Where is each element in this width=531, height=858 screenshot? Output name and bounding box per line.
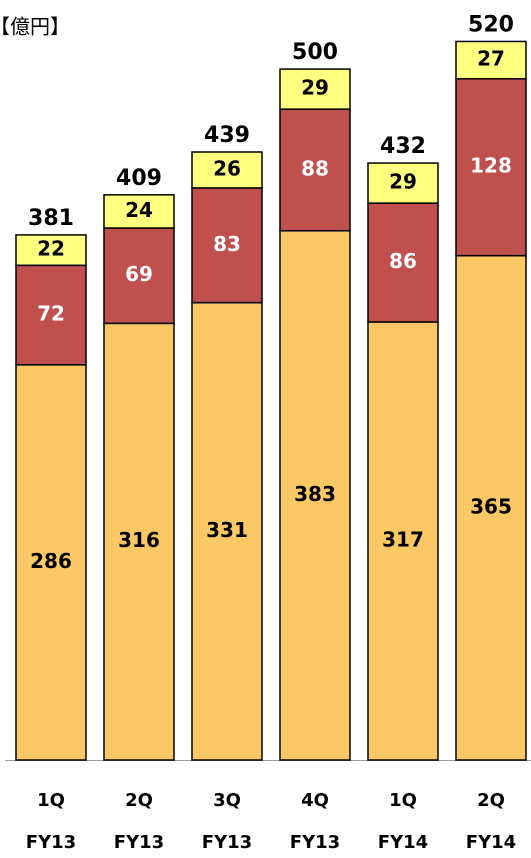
bar-segment [103, 322, 175, 761]
total-label: 500 [292, 40, 338, 65]
value-label: 24 [125, 198, 153, 222]
bar-segment [191, 151, 263, 189]
value-label: 22 [37, 237, 65, 261]
bar-segment [455, 40, 527, 80]
value-label: 26 [213, 156, 241, 180]
bar-segment [103, 194, 175, 229]
value-label: 27 [477, 47, 505, 71]
total-label: 409 [116, 166, 162, 191]
value-label: 88 [301, 156, 329, 180]
value-label: 128 [470, 154, 512, 178]
total-label: 432 [380, 134, 426, 159]
bar-segment [367, 202, 439, 323]
value-label: 316 [118, 528, 160, 552]
x-tick-label: 1Q [37, 790, 65, 811]
value-label: 286 [30, 549, 72, 573]
value-label: 331 [206, 518, 248, 542]
x-tick-label: 4Q [301, 790, 329, 811]
value-label: 365 [470, 494, 512, 518]
bar-segment [367, 162, 439, 204]
x-tick-label: 2Q [477, 790, 505, 811]
x-tick-label: 1Q [389, 790, 417, 811]
value-label: 69 [125, 262, 153, 286]
bar-segment [279, 230, 351, 761]
bar-segment [103, 227, 175, 325]
x-tick-label: 2Q [125, 790, 153, 811]
total-label: 381 [28, 206, 74, 231]
x-tick-label: FY14 [378, 832, 428, 853]
unit-label: 【億円】 [0, 15, 70, 39]
value-label: 72 [37, 302, 65, 326]
value-label: 383 [294, 482, 336, 506]
bar-segment [455, 78, 527, 257]
bar-segment [15, 264, 87, 366]
value-label: 86 [389, 249, 417, 273]
x-tick-label: FY13 [290, 832, 340, 853]
value-label: 317 [382, 527, 424, 551]
bar-segment [367, 321, 439, 761]
x-tick-label: FY13 [202, 832, 252, 853]
value-label: 29 [389, 170, 417, 194]
bar-segment [279, 68, 351, 110]
bar-segment [279, 108, 351, 232]
bar-segment [15, 234, 87, 267]
x-tick-label: FY14 [466, 832, 516, 853]
x-tick-label: 3Q [213, 790, 241, 811]
total-label: 520 [468, 12, 514, 37]
value-label: 29 [301, 76, 329, 100]
bar-segment [191, 301, 263, 761]
bar-segment [15, 364, 87, 761]
x-tick-label: FY13 [114, 832, 164, 853]
x-tick-label: FY13 [26, 832, 76, 853]
bar-segment [455, 254, 527, 761]
total-label: 439 [204, 123, 250, 148]
value-label: 83 [213, 232, 241, 256]
bar-segment [191, 187, 263, 304]
